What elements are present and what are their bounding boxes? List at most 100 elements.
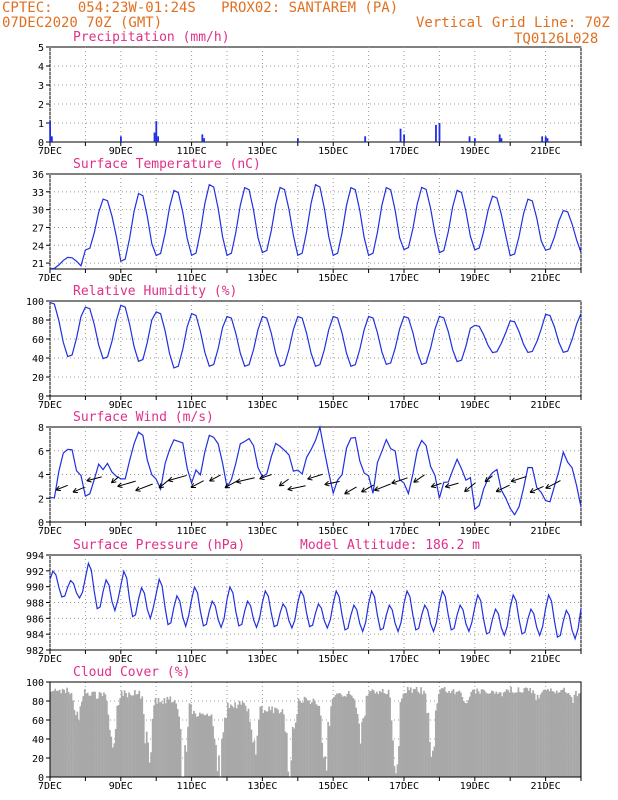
cloud-bar: [262, 713, 265, 777]
ytick-label-cloud: 40: [32, 735, 44, 746]
cloud-bar: [473, 689, 476, 777]
xtick-label-precip: 17DEC: [389, 146, 419, 157]
precip-bar: [403, 134, 405, 142]
cloud-bar: [185, 751, 188, 777]
cloud-bar: [457, 691, 459, 777]
cloud-bar: [147, 742, 150, 777]
cloud-bar: [495, 691, 498, 777]
cloud-bar: [384, 693, 387, 777]
cloud-bar: [461, 697, 464, 777]
wind-arrow-head: [110, 477, 114, 483]
cloud-bar: [415, 687, 418, 777]
precip-bar: [155, 121, 158, 142]
cloud-bar: [545, 690, 548, 777]
cloud-bar: [137, 694, 139, 777]
cloud-bar: [564, 692, 567, 777]
cloud-bar: [352, 698, 355, 777]
cloud-bar: [203, 715, 206, 777]
cloud-bar: [557, 692, 560, 777]
precip-bar: [297, 138, 299, 142]
cloud-bar: [191, 714, 194, 777]
ytick-label-temp: 36: [32, 170, 44, 181]
cloud-bar: [476, 688, 478, 777]
precip-bar: [546, 138, 549, 142]
xtick-label-cloud: 11DEC: [177, 781, 207, 792]
cloud-bar: [169, 696, 172, 777]
cloud-bar: [263, 710, 266, 777]
xtick-label-pres: 17DEC: [389, 654, 419, 665]
cloud-bar: [380, 692, 383, 777]
cloud-bar: [551, 691, 554, 777]
wind-arrow: [545, 480, 561, 489]
ytick-label-wind: 6: [38, 447, 44, 458]
cloud-bar: [257, 720, 260, 777]
cloud-bar: [433, 746, 436, 777]
ytick-label-pres: 990: [26, 583, 44, 594]
cloud-bar: [119, 698, 122, 777]
cloud-bar: [70, 692, 73, 777]
wind-arrow: [224, 480, 238, 489]
ytick-label-rh: 80: [32, 316, 44, 327]
cloud-bar: [241, 701, 244, 777]
cloud-bar: [524, 687, 527, 777]
cloud-bar: [54, 688, 57, 777]
cloud-bar: [163, 698, 166, 777]
cloud-bar: [141, 696, 144, 777]
panel-annotation-pres: Model Altitude: 186.2 m: [300, 538, 480, 553]
cloud-bar: [471, 689, 474, 777]
xtick-label-rh: 19DEC: [460, 400, 490, 411]
wind-arrow: [259, 473, 272, 480]
xtick-label-wind: 9DEC: [109, 526, 133, 537]
wind-arrow-head: [236, 481, 242, 484]
cloud-bar: [365, 695, 368, 777]
xtick-label-temp: 15DEC: [318, 273, 348, 284]
cloud-bar: [464, 703, 467, 777]
plot-frame-rh: [49, 300, 582, 397]
xtick-label-rh: 21DEC: [531, 400, 561, 411]
xtick-label-precip: 15DEC: [318, 146, 348, 157]
cloud-bar: [259, 706, 262, 777]
cloud-bar: [347, 691, 350, 777]
cloud-bar: [375, 691, 378, 777]
cloud-bar: [511, 692, 514, 777]
cloud-bar: [421, 694, 424, 777]
cloud-bar: [247, 708, 250, 777]
xtick-label-pres: 21DEC: [531, 654, 561, 665]
cloud-bar: [111, 747, 114, 777]
ytick-label-rh: 60: [32, 335, 44, 346]
cloud-bar: [97, 698, 99, 777]
cloud-bar: [411, 692, 414, 777]
cloud-bar: [446, 693, 449, 777]
xtick-label-precip: 21DEC: [531, 146, 561, 157]
cloud-bar: [110, 736, 113, 777]
cloud-bar: [502, 692, 505, 777]
cloud-bar: [142, 714, 145, 777]
xtick-label-precip: 11DEC: [177, 146, 207, 157]
cloud-bar: [437, 694, 440, 777]
wind-arrow: [324, 480, 340, 485]
cloud-bar: [265, 711, 268, 777]
cloud-bar: [383, 693, 386, 777]
cloud-bar: [228, 708, 231, 777]
cloud-bar: [418, 693, 421, 777]
cloud-bar: [162, 703, 164, 777]
vertical-grid-line-label: Vertical Grid Line: 70Z: [416, 15, 610, 31]
ytick-label-rh: 100: [26, 297, 44, 308]
cloud-bar: [269, 710, 272, 777]
wind-arrow-head: [168, 480, 174, 483]
cloud-bar: [238, 701, 241, 777]
cloud-bar: [429, 742, 431, 777]
xtick-label-cloud: 17DEC: [389, 781, 419, 792]
cloud-bar: [579, 693, 582, 777]
cloud-bar: [482, 689, 484, 777]
cloud-bar: [198, 712, 201, 777]
cloud-bar: [244, 705, 247, 777]
cloud-bar: [319, 715, 322, 777]
cloud-bar: [493, 693, 496, 777]
xtick-label-rh: 13DEC: [247, 400, 277, 411]
cloud-bar: [85, 693, 88, 777]
cloud-bar: [232, 707, 235, 777]
wind-arrow: [464, 482, 476, 492]
cloud-bar: [474, 693, 477, 777]
cloud-bar: [176, 709, 179, 777]
